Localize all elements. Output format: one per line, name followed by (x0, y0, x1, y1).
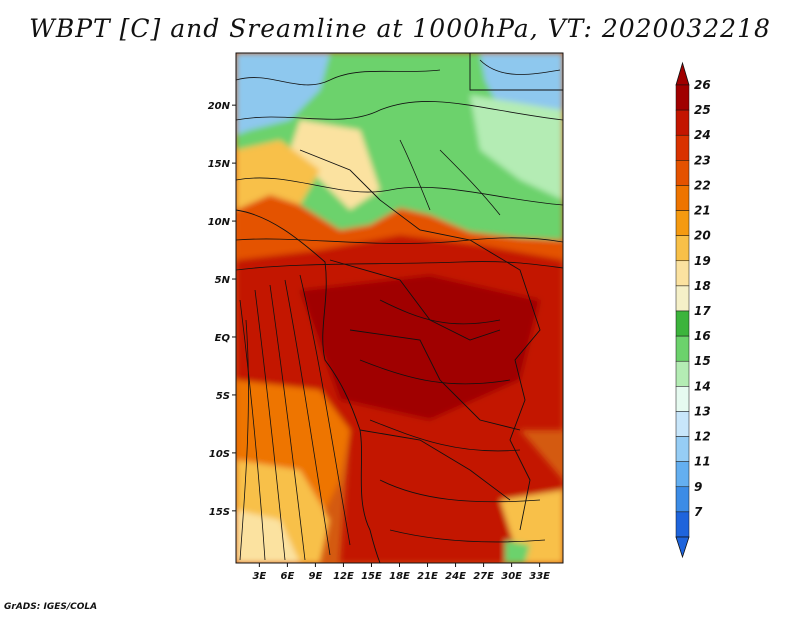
lat-label: 10N (208, 217, 231, 228)
colorbar-label: 15 (694, 354, 711, 368)
colorbar-swatch (675, 134, 690, 161)
lon-label: 33E (529, 571, 550, 582)
lon-label: 24E (445, 571, 466, 582)
lat-label: 10S (209, 449, 230, 460)
latitude-axis: 20N 15N 10N 5N EQ 5S 10S 15S (208, 101, 236, 518)
colorbar-swatch (675, 310, 690, 337)
lon-label: 30E (501, 571, 522, 582)
grads-credit: GrADS: IGES/COLA (4, 602, 98, 612)
lon-label: 12E (333, 571, 354, 582)
colorbar-label: 21 (694, 204, 711, 218)
lat-label: 15N (208, 159, 231, 170)
colorbar-label: 19 (694, 254, 711, 268)
colorbar-swatch (675, 210, 690, 236)
chart-title: WBPT [C] and Sreamline at 1000hPa, VT: 2… (29, 14, 771, 43)
lon-label: 27E (473, 571, 494, 582)
colorbar-swatch (675, 260, 690, 287)
lon-label: 18E (389, 571, 410, 582)
lon-label: 15E (361, 571, 382, 582)
colorbar-swatch (675, 235, 690, 262)
colorbar-label: 26 (694, 78, 711, 92)
lon-label: 6E (280, 571, 294, 582)
colorbar-swatch (675, 335, 690, 362)
colorbar-label: 17 (694, 304, 711, 318)
colorbar-label: 23 (694, 153, 711, 167)
colorbar-max-arrow (675, 61, 690, 86)
colorbar-swatch (675, 285, 690, 312)
colorbar-label: 18 (694, 279, 711, 293)
colorbar-swatch (675, 185, 690, 211)
colorbar-swatch (675, 511, 690, 538)
colorbar-label: 22 (694, 178, 711, 192)
colorbar-label: 14 (694, 379, 711, 393)
colorbar-label: 7 (694, 505, 703, 519)
colorbar-swatch (675, 360, 690, 387)
colorbar-label: 24 (694, 128, 711, 142)
lat-label: 15S (209, 507, 230, 518)
colorbar-swatch (675, 486, 690, 513)
colorbar-swatch (675, 411, 690, 437)
colorbar-label: 12 (694, 430, 711, 444)
colorbar-swatch (675, 109, 690, 136)
lon-label: 21E (417, 571, 438, 582)
colorbar-label: 25 (694, 103, 711, 117)
colorbar-swatch (675, 461, 690, 488)
wbpt-field (236, 53, 563, 563)
colorbar-swatch (675, 386, 690, 412)
colorbar-swatch (675, 436, 690, 462)
lat-label: 5S (216, 391, 230, 402)
colorbar-label: 16 (694, 329, 711, 343)
lat-label: 20N (208, 101, 231, 112)
colorbar-label: 11 (694, 455, 711, 469)
colorbar-label: 20 (694, 229, 711, 243)
lon-label: 3E (252, 571, 266, 582)
lat-label: EQ (215, 333, 231, 344)
streamlines (236, 59, 563, 561)
colorbar-label: 9 (694, 480, 702, 494)
longitude-axis: 3E 6E 9E 12E 15E 18E 21E 24E 27E 30E 33E (252, 563, 550, 582)
colorbar-label: 13 (694, 404, 711, 418)
lon-label: 9E (309, 571, 323, 582)
colorbar-swatch (675, 84, 690, 111)
lat-label: 5N (215, 275, 231, 286)
colorbar-swatch (675, 160, 690, 186)
colorbar-min-arrow (675, 536, 690, 559)
